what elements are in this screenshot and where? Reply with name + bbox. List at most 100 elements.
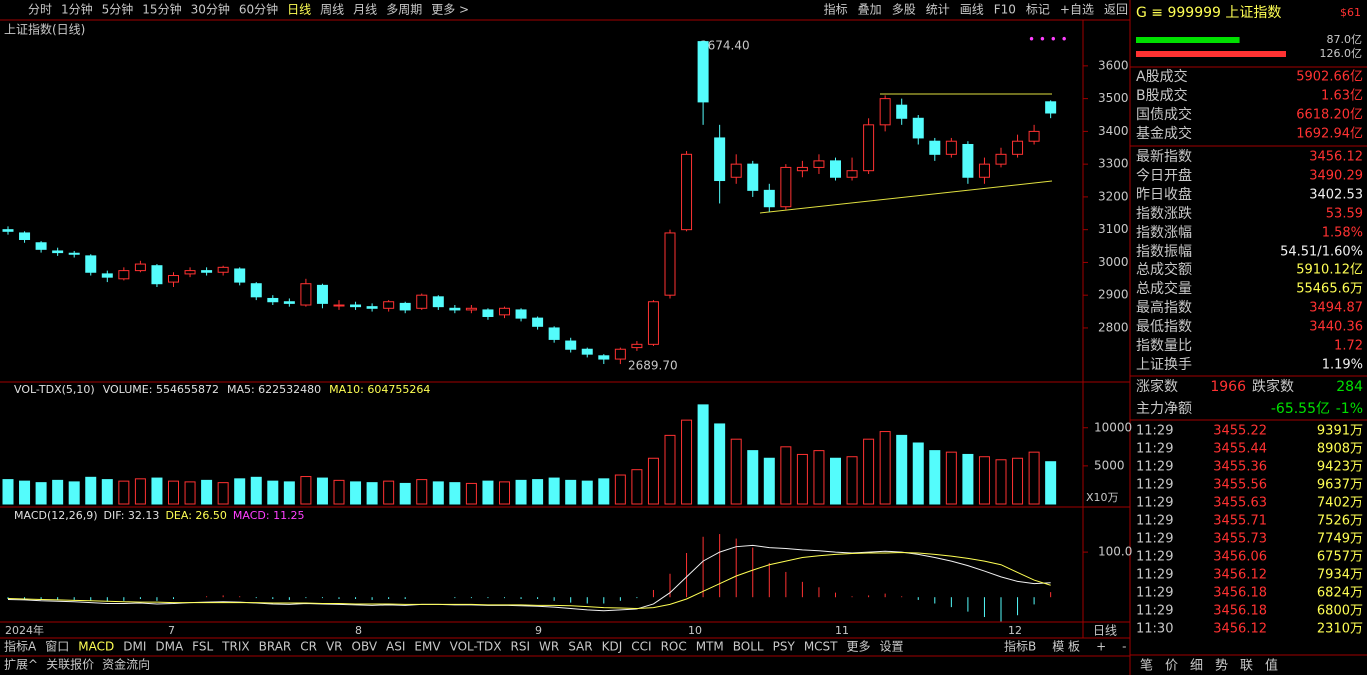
indicator-tab[interactable]: 模 板 [1052,640,1080,654]
candle-body [52,250,64,254]
toolbar-button[interactable]: 标记 [1026,3,1050,17]
panel-tab[interactable]: 值 [1265,658,1278,674]
indicator-tab[interactable]: BOLL [733,640,764,654]
volume-bar [118,480,130,505]
trade-volume: 8908万 [1317,442,1363,457]
breadth: 1966 [1210,379,1246,395]
indicator-tab[interactable]: MCST [804,640,838,654]
toolbar-button[interactable]: 多周期 [386,3,422,17]
indicator-tab[interactable]: 窗口 [45,640,69,654]
toolbar-button[interactable]: 15分钟 [142,2,181,17]
indicator-tab[interactable]: ASI [386,640,405,654]
toolbar-button[interactable]: 画线 [960,3,984,17]
indicator-tab[interactable]: 设置 [880,640,904,654]
y-tick-label: 3500 [1098,91,1129,105]
candle-body [697,41,709,103]
toolbar-button[interactable]: 统计 [926,3,950,17]
volume-bar [962,453,974,505]
info-label: 指数振幅 [1136,244,1192,260]
panel-tab[interactable]: 细 [1190,659,1203,674]
bottom-tab[interactable]: 关联报价 [46,657,94,672]
toolbar-button[interactable]: 多股 [892,3,916,17]
indicator-tab[interactable]: 更多 [847,640,871,654]
trade-price: 3455.36 [1213,460,1267,475]
indicator-tab[interactable]: RSI [511,640,531,654]
candle-body [945,140,957,155]
toolbar-button[interactable]: +自选 [1060,3,1094,17]
indicator-tab[interactable]: 指标A [4,639,37,654]
indicator-tab[interactable]: WR [539,640,559,654]
toolbar-button[interactable]: 5分钟 [102,2,134,17]
toolbar-button[interactable]: 周线 [320,3,344,17]
toolbar-button[interactable]: 返回 [1104,3,1128,17]
toolbar-button[interactable]: 30分钟 [191,2,230,17]
indicator-tab[interactable]: 指标B [1004,639,1036,654]
indicator-tab[interactable]: EMV [414,640,441,654]
volume-bar [681,419,693,505]
indicator-tab[interactable]: DMI [123,640,146,654]
info-label: B股成交 [1136,87,1188,104]
info-value: 55465.6万 [1296,282,1363,297]
panel-tab[interactable]: 笔 [1140,658,1153,674]
trade-volume: 6824万 [1317,586,1363,601]
indicator-tab[interactable]: DMA [155,640,184,654]
toolbar-button[interactable]: 指标 [824,2,848,17]
indicator-tab[interactable]: VOL-TDX [450,640,502,654]
toolbar-button[interactable]: F10 [994,3,1016,17]
info-label: 最低指数 [1136,319,1192,335]
y-tick-label: 100.0 [1098,545,1132,559]
indicator-tab[interactable]: OBV [352,640,378,654]
indicator-tab[interactable]: ROC [661,640,687,654]
indicator-tab[interactable]: MTM [696,640,724,654]
info-value: 3402.53 [1309,188,1363,203]
x-tick-label: 10 [688,624,702,637]
indicator-tab[interactable]: KDJ [602,640,623,654]
indicator-tab[interactable]: + [1096,640,1106,654]
toolbar-button[interactable]: 分时 [28,3,52,17]
candle-body [631,343,643,349]
candle-body [465,307,477,311]
panel-tab[interactable]: 价 [1165,659,1178,674]
trade-volume: 9423万 [1317,460,1363,475]
toolbar-button[interactable]: 1分钟 [61,2,93,17]
info-value: 5902.66亿 [1296,70,1363,85]
trade-volume: 7934万 [1317,568,1363,583]
toolbar-button[interactable]: 叠加 [858,3,882,17]
bottom-tab[interactable]: 扩展^ [4,658,38,672]
indicator-tab[interactable]: SAR [568,640,592,654]
y-tick-label: 3200 [1098,189,1129,203]
indicator-tab[interactable]: PSY [773,640,796,654]
volume-bar [449,482,461,505]
indicator-tab[interactable]: CCI [631,640,651,654]
indicator-tab[interactable]: CR [300,640,317,654]
candle-body [316,284,328,304]
trade-time: 11:29 [1136,568,1173,583]
candle-body [19,232,31,240]
toolbar-button[interactable]: 月线 [353,3,377,17]
indicator-tab[interactable]: MACD [78,640,114,654]
trade-price: 3455.73 [1213,532,1267,547]
indicator-tab[interactable]: FSL [192,640,213,654]
volume-bar [168,480,179,505]
panel-tab[interactable]: 势 [1215,658,1228,674]
indicator-tab[interactable]: VR [326,640,343,654]
toolbar-button[interactable]: 更多 > [431,3,469,17]
candle-body [201,270,213,273]
toolbar-button[interactable]: 60分钟 [239,2,278,17]
indicator-tab[interactable]: BRAR [259,640,292,654]
volume-bar [631,469,643,505]
volume-bar [35,482,47,505]
bottom-tab[interactable]: 资金流向 [102,657,150,672]
candle-body [168,275,179,283]
panel-tab[interactable]: 联 [1240,659,1253,674]
indicator-tab[interactable]: - [1122,640,1126,654]
indicator-tab[interactable]: TRIX [221,640,249,654]
volume-bar [151,477,163,505]
candle-body [432,296,444,308]
y-tick-label: 3400 [1098,124,1129,138]
volume-bar [85,476,97,505]
toolbar-button[interactable]: 日线 [287,3,311,17]
candle-body [2,229,14,232]
volume-bar [134,478,146,505]
volume-bar [383,480,395,505]
